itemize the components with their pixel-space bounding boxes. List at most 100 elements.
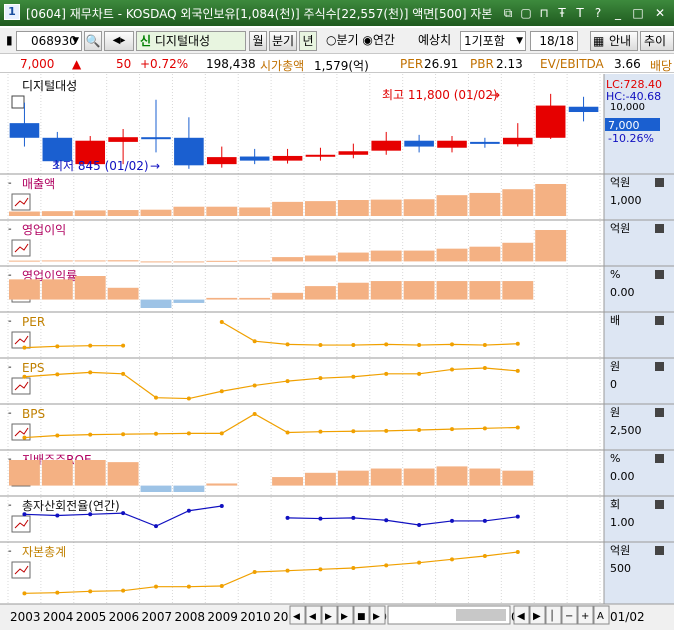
zoom-in-icon[interactable] bbox=[577, 605, 594, 625]
stock-name-field[interactable]: 신 디지털대성 bbox=[136, 31, 246, 51]
candle-body bbox=[535, 105, 566, 138]
volume: 198,438 bbox=[206, 57, 256, 71]
pin-icon[interactable]: Ŧ bbox=[558, 6, 566, 20]
stock-name: 디지털대성 bbox=[154, 34, 211, 48]
panel-chart-icon-line bbox=[14, 197, 29, 207]
panel-close-icon[interactable] bbox=[655, 454, 664, 463]
panel-point bbox=[121, 432, 126, 437]
tab-quarter[interactable]: 분기 bbox=[269, 31, 297, 51]
panel-point bbox=[55, 344, 60, 349]
scroll-first-icon[interactable] bbox=[289, 605, 306, 625]
panel-close-icon[interactable] bbox=[655, 178, 664, 187]
panel-point bbox=[450, 342, 454, 347]
auto-scale-icon[interactable] bbox=[593, 605, 610, 625]
tab-year[interactable]: 년 bbox=[299, 31, 317, 51]
code-dropdown-icon[interactable]: ▼ bbox=[72, 36, 79, 46]
page-indicator: 18/18 bbox=[530, 31, 578, 51]
panel-close-icon[interactable] bbox=[655, 270, 664, 279]
stock-code-input[interactable]: 068930 ▼ bbox=[16, 31, 82, 51]
panel-point bbox=[384, 342, 389, 347]
panel-close-icon[interactable] bbox=[655, 316, 664, 325]
calculator-icon[interactable] bbox=[11, 95, 25, 109]
panel-point bbox=[88, 343, 93, 348]
close-icon[interactable]: ✕ bbox=[654, 6, 666, 20]
pan-left-icon[interactable] bbox=[513, 605, 530, 625]
add-button[interactable]: 추이 bbox=[640, 31, 674, 51]
scroll-last-icon[interactable] bbox=[337, 605, 354, 625]
panel-bar bbox=[370, 250, 402, 262]
axis-column bbox=[604, 74, 674, 604]
maximize-icon[interactable]: □ bbox=[632, 6, 644, 20]
scroll-next-icon[interactable] bbox=[321, 605, 338, 625]
tab-month[interactable]: 월 bbox=[249, 31, 267, 51]
ev-ebitda-value: 3.66 bbox=[614, 57, 641, 71]
search-icon[interactable]: 🔍 bbox=[84, 31, 102, 51]
app-icon[interactable]: 1 bbox=[4, 4, 20, 20]
high-note: 최고 11,800 (01/02) bbox=[382, 88, 498, 102]
panel-point bbox=[219, 504, 224, 508]
price-change: 50 bbox=[116, 57, 132, 71]
panel-point bbox=[285, 379, 290, 384]
panel-close-icon[interactable] bbox=[655, 546, 664, 555]
panel-point bbox=[318, 376, 323, 381]
play-icon[interactable] bbox=[369, 605, 386, 625]
tool-icon[interactable]: T bbox=[576, 6, 584, 20]
tile-icon[interactable]: ⊓ bbox=[539, 6, 549, 20]
zoom-out-icon[interactable] bbox=[561, 605, 578, 625]
panel-marker: - bbox=[8, 362, 12, 373]
scroll-prev-icon[interactable] bbox=[305, 605, 322, 625]
forecast-select[interactable]: 1기포함 ▼ bbox=[460, 31, 526, 51]
panel-title: 영업이익 bbox=[22, 223, 66, 237]
radio-year[interactable]: ◉연간 bbox=[362, 33, 395, 47]
panel-bar bbox=[239, 207, 271, 216]
candle-body bbox=[338, 151, 369, 155]
divider-icon[interactable] bbox=[545, 605, 562, 625]
panel-point bbox=[450, 427, 454, 432]
candle-body bbox=[404, 140, 434, 147]
panel-point bbox=[384, 428, 389, 433]
panel-marker: - bbox=[8, 224, 12, 235]
panel-close-icon[interactable] bbox=[655, 224, 664, 233]
per-value: 26.91 bbox=[424, 57, 459, 71]
minimize-icon[interactable]: _ bbox=[615, 6, 621, 20]
panel-close-icon[interactable] bbox=[655, 362, 664, 371]
panel-chart-icon-line bbox=[14, 519, 29, 529]
panel-line bbox=[24, 413, 518, 439]
panel-point bbox=[88, 589, 93, 594]
panel-point bbox=[88, 432, 93, 437]
scroll-thumb[interactable] bbox=[456, 609, 506, 621]
pan-left-icon-glyph: ◀ bbox=[517, 611, 525, 622]
panel-chart-icon-line bbox=[14, 243, 29, 253]
financial-chart[interactable]: 디지털대성 LC:728.40 HC:-40.68 10,000 7,000 -10.26… bbox=[0, 74, 674, 630]
panel-title: 자본총계 bbox=[22, 545, 66, 559]
panel-chart-icon-line bbox=[14, 335, 29, 345]
panel-close-icon[interactable] bbox=[655, 500, 664, 509]
panel-point bbox=[88, 370, 93, 375]
panel-bar bbox=[502, 189, 534, 216]
link-icon[interactable]: ⧉ bbox=[503, 6, 513, 20]
panel-point bbox=[55, 513, 60, 518]
pan-right-icon[interactable] bbox=[529, 605, 546, 625]
x-tick-label: 2010 bbox=[240, 610, 271, 624]
grip-icon: ▮ bbox=[6, 33, 13, 47]
x-tick-label: 2008 bbox=[174, 610, 205, 624]
per-label: PER bbox=[400, 57, 424, 71]
panel-point bbox=[515, 514, 520, 519]
speaker-icon[interactable]: ◀▸ bbox=[104, 31, 134, 51]
panel-title: EPS bbox=[22, 361, 44, 375]
guide-button[interactable]: ▦ 안내 bbox=[590, 31, 638, 51]
stop-icon[interactable] bbox=[353, 605, 370, 625]
price-strip: 7,000 ▲ 50 +0.72% 198,438 시가총액 1,579(억) … bbox=[0, 55, 674, 73]
window-list-icon[interactable]: ▢ bbox=[520, 6, 532, 20]
help-icon[interactable]: ? bbox=[594, 6, 602, 20]
stop-icon-glyph: ■ bbox=[357, 612, 366, 622]
panel-bar bbox=[41, 279, 73, 300]
panel-chart-icon-line bbox=[14, 565, 29, 575]
high-arrow-icon: → bbox=[490, 88, 500, 102]
radio-quarter[interactable]: ○분기 bbox=[326, 33, 359, 47]
candle-body bbox=[206, 157, 237, 165]
chevron-down-icon[interactable]: ▼ bbox=[516, 36, 523, 46]
panel-bar bbox=[403, 250, 435, 262]
panel-close-icon[interactable] bbox=[655, 408, 664, 417]
panel-marker: - bbox=[8, 454, 12, 465]
